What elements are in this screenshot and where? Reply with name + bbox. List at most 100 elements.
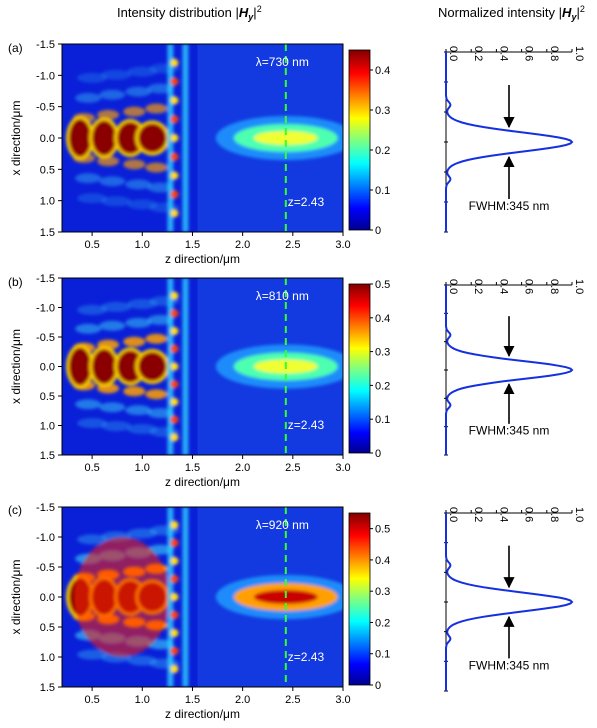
x-tick-label: -1.5 [36,39,55,51]
lens-hotspot [170,77,179,86]
fringe-lobe [97,109,120,120]
title-left-var: H [238,5,249,20]
colorbar-tick-label: 0.1 [375,185,390,197]
x-tick-label: 1.5 [40,682,55,694]
x-tick-label: 0.0 [40,133,55,145]
lens-hotspot [170,134,179,142]
z-position-label: z=2.43 [288,650,325,664]
z-axis-label: z direction/μm [165,475,240,489]
fringe-lobe [77,418,108,429]
heatmap-field [66,44,343,232]
fringe-lobe [77,72,108,83]
lens-hotspot [170,593,179,601]
profile-tick-label: 0.6 [523,279,535,294]
profile-tick-label: 1.0 [573,46,585,61]
lens-hotspot [170,344,179,353]
profile-tick-label: 1.0 [573,279,585,294]
profile-tick-label: 0.0 [447,507,459,522]
normalized-intensity-title: Normalized intensity |Hy|2 [438,4,585,22]
profile-tick-label: 0.4 [497,46,509,61]
fringe-lobe [101,421,132,432]
colorbar-tick-label: 0.3 [375,105,390,117]
x-tick-label: 1.0 [40,196,55,208]
fwhm-label: FWHM:345 nm [469,658,550,672]
fringe-lobe [77,534,108,545]
lens-hotspot [170,665,179,673]
panels-layer: (a) λ=730 nm z=2.43 0.5 1.0 1.5 2.0 2.5 3.0 z dir… [8,39,585,721]
z-tick-label: 2.0 [235,694,250,706]
fringe-lobe [123,106,146,117]
lens-hotspot [170,152,179,161]
central-lobe [117,350,144,383]
title-right-sub: y [571,12,577,22]
central-lobe [138,123,167,153]
fringe-lobe [125,179,152,190]
profile-tick-label: 0.4 [497,279,509,294]
fringe-lobe [145,333,168,344]
fringe-lobe [99,402,126,413]
fringe-lobe [77,304,108,315]
lens-hotspot [170,415,179,424]
lens-hotspot [170,171,179,180]
central-lobe [69,347,92,386]
wavelength-label: λ=730 nm [256,55,309,69]
panel-label: (c) [8,503,22,517]
z-tick-label: 1.0 [135,694,150,706]
lens-edge-column [167,507,174,687]
colorbar-tick-label: 0.2 [375,145,390,157]
lens-edge-column [182,278,189,455]
x-tick-label: 0.5 [40,164,55,176]
lens-hotspot [170,433,179,442]
fringe-lobe [145,389,168,400]
colorbar [348,512,371,686]
z-tick-label: 2.5 [285,694,300,706]
x-tick-label: -1.0 [36,303,55,315]
z-tick-label: 1.0 [135,462,150,474]
panel-label: (a) [8,41,23,55]
fringe-lobe [147,182,174,193]
x-axis-label: x direction/μm [9,560,23,635]
fringe-lobe [125,86,152,97]
z-tick-label: 1.0 [135,239,150,251]
z-tick-label: 2.5 [285,462,300,474]
wavelength-label: λ=810 nm [256,289,309,303]
lens-hotspot [170,629,179,637]
colorbar-tick-label: 0.1 [375,414,390,426]
lens-hotspot [170,611,179,619]
fringe-lobe [99,176,126,187]
lens-hotspot [170,521,179,529]
profile-tick-label: 0.8 [548,46,560,61]
fwhm-label: FWHM:345 nm [469,423,550,437]
title-right-sup: 2 [579,4,585,14]
x-tick-label: -0.5 [36,102,55,114]
lens-edge-column [182,44,189,232]
heatmap [62,278,343,455]
profile-tick-label: 1.0 [573,507,585,522]
fringe-lobe [75,173,102,184]
fringe-lobe [75,399,102,410]
z-tick-label: 1.5 [185,694,200,706]
fringe-lobe [145,103,168,114]
z-tick-label: 2.0 [235,462,250,474]
colorbar-tick-label: 0.4 [375,313,390,325]
z-tick-label: 1.5 [185,462,200,474]
x-axis-label: x direction/μm [9,101,23,176]
z-tick-label: 2.0 [235,239,250,251]
fringe-lobe [101,196,132,207]
title-left-suffix: | [253,5,257,20]
central-lobe [117,122,144,154]
colorbar-tick-label: 0 [375,448,381,460]
heatmap [62,507,343,687]
x-tick-label: -1.5 [36,273,55,285]
central-lobe [69,119,92,157]
lens-hotspot [170,647,179,655]
z-position-label: z=2.43 [288,418,325,432]
lens-hotspot [170,190,179,199]
x-tick-label: 1.5 [40,450,55,462]
central-lobe [92,349,117,384]
lens-hotspot [170,309,179,318]
lens-hotspot [170,291,179,300]
lens-edge-column [182,507,189,687]
x-axis-label: x direction/μm [9,329,23,404]
z-tick-label: 3.0 [335,239,350,251]
